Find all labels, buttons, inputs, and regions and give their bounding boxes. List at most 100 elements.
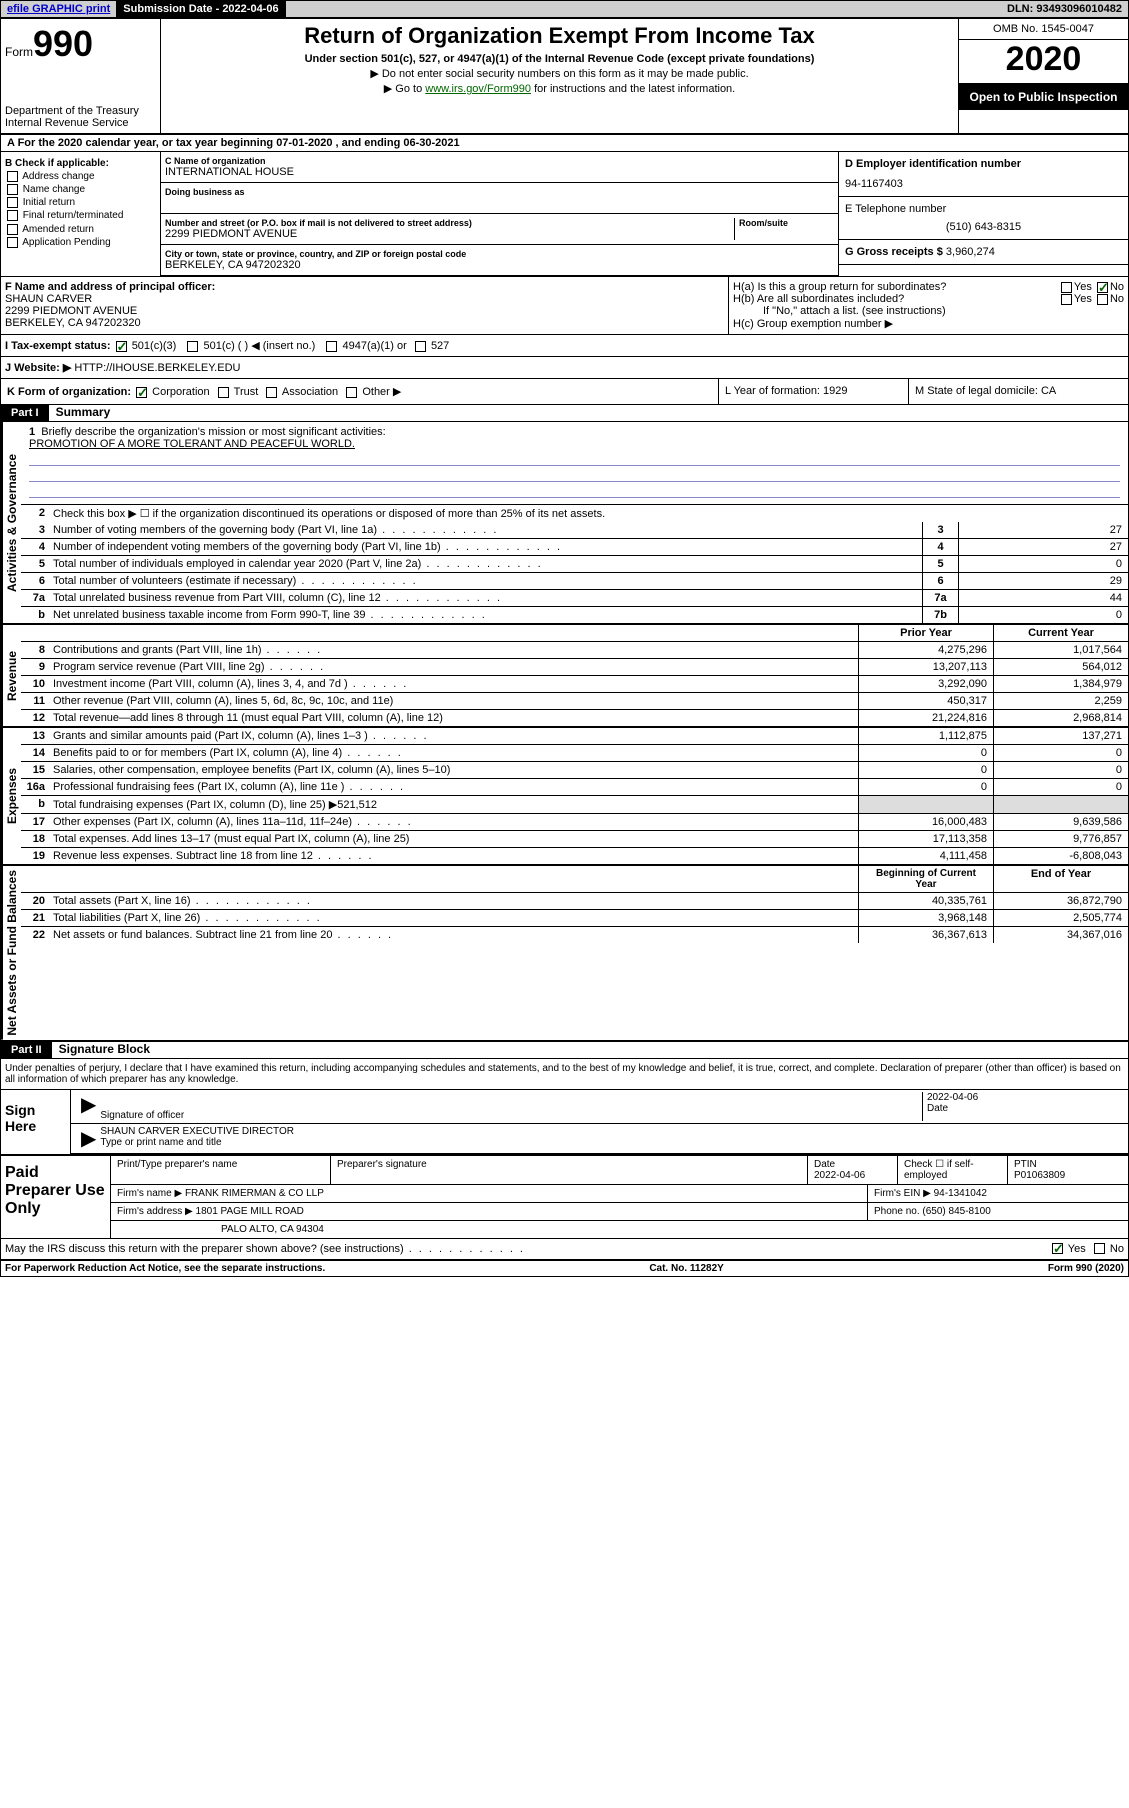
i-opt-501c[interactable]: 501(c) ( ) ◀ (insert no.) — [204, 340, 316, 352]
prep-row1: Print/Type preparer's name Preparer's si… — [111, 1156, 1128, 1185]
part1-title: Summary — [52, 405, 111, 419]
l22-end: 34,367,016 — [993, 927, 1128, 943]
l10-desc: Investment income (Part VIII, column (A)… — [49, 676, 858, 692]
l18-prior: 17,113,358 — [858, 831, 993, 847]
l21-desc: Total liabilities (Part X, line 26) — [49, 910, 858, 926]
l12-curr: 2,968,814 — [993, 710, 1128, 726]
cell-org-name: C Name of organization INTERNATIONAL HOU… — [161, 152, 838, 183]
ha-row: H(a) Is this a group return for subordin… — [733, 281, 1124, 293]
l16a-prior: 0 — [858, 779, 993, 795]
top-bar: efile GRAPHIC print Submission Date - 20… — [0, 0, 1129, 18]
cell-gross: G Gross receipts $ 3,960,274 — [839, 240, 1128, 265]
cell-phone: E Telephone number (510) 643-8315 — [839, 197, 1128, 240]
header-mid: Return of Organization Exempt From Incom… — [161, 19, 958, 133]
l18-desc: Total expenses. Add lines 13–17 (must eq… — [49, 831, 858, 847]
f-name: SHAUN CARVER — [5, 293, 724, 305]
cell-dba: Doing business as — [161, 183, 838, 214]
l14-prior: 0 — [858, 745, 993, 761]
row-k: K Form of organization: Corporation Trus… — [1, 378, 1128, 405]
i-opt-501c3[interactable]: 501(c)(3) — [132, 340, 177, 352]
arrow-icon: ▶ — [77, 1092, 100, 1121]
sign-here-block: Sign Here ▶ Signature of officer 2022-04… — [1, 1089, 1128, 1154]
m-state: M State of legal domicile: CA — [908, 379, 1128, 404]
i-opt-527[interactable]: 527 — [431, 340, 449, 352]
i-opt-4947[interactable]: 4947(a)(1) or — [343, 340, 407, 352]
footer-formno: Form 990 (2020) — [1048, 1263, 1124, 1274]
col-b-checkboxes: B Check if applicable: Address change Na… — [1, 152, 161, 276]
l13-desc: Grants and similar amounts paid (Part IX… — [49, 728, 858, 744]
l19-curr: -6,808,043 — [993, 848, 1128, 864]
summary-revenue: Revenue Prior YearCurrent Year 8Contribu… — [1, 623, 1128, 726]
l9-desc: Program service revenue (Part VIII, line… — [49, 659, 858, 675]
firm-addr2: PALO ALTO, CA 94304 — [111, 1221, 1128, 1238]
l7a-desc: Total unrelated business revenue from Pa… — [49, 590, 922, 606]
submission-date: Submission Date - 2022-04-06 — [117, 1, 285, 17]
l1-value: PROMOTION OF A MORE TOLERANT AND PEACEFU… — [29, 438, 1120, 450]
city-label: City or town, state or province, country… — [165, 249, 834, 259]
suite-label: Room/suite — [739, 218, 834, 228]
i-label: I Tax-exempt status: — [5, 340, 111, 352]
hint2-post: for instructions and the latest informat… — [531, 83, 735, 95]
firm-name-label: Firm's name ▶ — [117, 1188, 182, 1199]
row-j: J Website: ▶ HTTP://IHOUSE.BERKELEY.EDU — [1, 356, 1128, 378]
form-label: Form — [5, 45, 33, 59]
prep-date-label: Date — [814, 1159, 835, 1170]
vert-expenses: Expenses — [1, 728, 21, 864]
l15-curr: 0 — [993, 762, 1128, 778]
f-street: 2299 PIEDMONT AVENUE — [5, 305, 724, 317]
summary-netassets: Net Assets or Fund Balances Beginning of… — [1, 864, 1128, 1040]
l1-desc: Briefly describe the organization's miss… — [41, 426, 385, 438]
section-bcde: B Check if applicable: Address change Na… — [1, 152, 1128, 276]
l6-val: 29 — [958, 573, 1128, 589]
l9-prior: 13,207,113 — [858, 659, 993, 675]
l15-prior: 0 — [858, 762, 993, 778]
l7a-val: 44 — [958, 590, 1128, 606]
ein-value: 94-1167403 — [845, 178, 1122, 190]
hc-row: H(c) Group exemption number ▶ — [733, 317, 1124, 330]
efile-link[interactable]: efile GRAPHIC print — [1, 1, 117, 17]
irs-link[interactable]: www.irs.gov/Form990 — [425, 83, 531, 95]
hint-ssn: Do not enter social security numbers on … — [165, 67, 954, 80]
form-number: 990 — [33, 23, 93, 64]
department: Department of the Treasury Internal Reve… — [5, 105, 156, 129]
cb-pending[interactable]: Application Pending — [5, 237, 156, 248]
phone-label: E Telephone number — [845, 203, 1122, 215]
firm-phone: (650) 845-8100 — [922, 1206, 990, 1217]
k-corp[interactable]: Corporation — [152, 386, 209, 398]
footer-catno: Cat. No. 11282Y — [649, 1263, 723, 1274]
l2-desc: Check this box ▶ ☐ if the organization d… — [49, 505, 1128, 522]
ptin-value: P01063809 — [1014, 1170, 1065, 1181]
row-i: I Tax-exempt status: 501(c)(3) 501(c) ( … — [1, 334, 1128, 356]
l-year-formation: L Year of formation: 1929 — [718, 379, 908, 404]
l21-end: 2,505,774 — [993, 910, 1128, 926]
k-other[interactable]: Other ▶ — [362, 386, 401, 398]
row-a-tax-year: A For the 2020 calendar year, or tax yea… — [1, 135, 1128, 152]
cb-initial[interactable]: Initial return — [5, 197, 156, 208]
l5-val: 0 — [958, 556, 1128, 572]
cb-amended[interactable]: Amended return — [5, 224, 156, 235]
prep-selfemployed[interactable]: Check ☐ if self-employed — [898, 1156, 1008, 1184]
discuss-yesno[interactable]: Yes No — [1050, 1243, 1124, 1255]
cb-address[interactable]: Address change — [5, 171, 156, 182]
gross-value: 3,960,274 — [946, 246, 995, 258]
k-trust[interactable]: Trust — [234, 386, 259, 398]
col-b-header: B Check if applicable: — [5, 158, 156, 169]
cb-name[interactable]: Name change — [5, 184, 156, 195]
k-label: K Form of organization: — [7, 386, 131, 398]
ptin-label: PTIN — [1014, 1159, 1037, 1170]
row-fgh: F Name and address of principal officer:… — [1, 276, 1128, 334]
l20-desc: Total assets (Part X, line 16) — [49, 893, 858, 909]
f-officer: F Name and address of principal officer:… — [1, 277, 728, 334]
firm-phone-label: Phone no. — [874, 1206, 920, 1217]
k-form-org: K Form of organization: Corporation Trus… — [1, 379, 718, 404]
l17-curr: 9,639,586 — [993, 814, 1128, 830]
k-assoc[interactable]: Association — [282, 386, 338, 398]
website-link[interactable]: HTTP://IHOUSE.BERKELEY.EDU — [74, 362, 240, 374]
form-subtitle: Under section 501(c), 527, or 4947(a)(1)… — [165, 53, 954, 65]
form-container: Form990 Department of the Treasury Inter… — [0, 18, 1129, 1277]
cb-final[interactable]: Final return/terminated — [5, 210, 156, 221]
l12-desc: Total revenue—add lines 8 through 11 (mu… — [49, 710, 858, 726]
vert-revenue: Revenue — [1, 625, 21, 726]
l4-desc: Number of independent voting members of … — [49, 539, 922, 555]
firm-ein: 94-1341042 — [934, 1188, 987, 1199]
